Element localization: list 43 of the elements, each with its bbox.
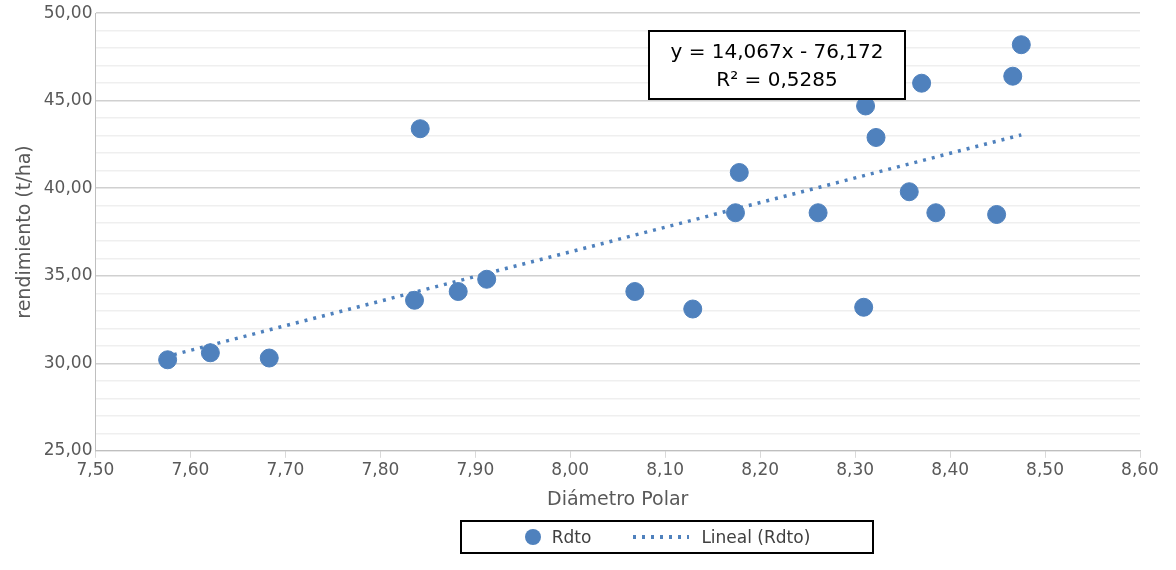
x-tick-label: 7,50 (76, 459, 115, 480)
x-tick-label: 8,40 (931, 459, 970, 480)
point (926, 203, 946, 223)
y-tick-label: 40,00 (43, 176, 93, 197)
x-tick-label: 7,60 (171, 459, 210, 480)
point (477, 269, 497, 289)
point (854, 297, 874, 317)
point (725, 203, 745, 223)
y-tick-label: 25,00 (43, 439, 93, 460)
x-tick-label: 8,50 (1026, 459, 1064, 480)
y-tick-label: 50,00 (43, 1, 93, 22)
x-tick-label: 8,10 (646, 459, 685, 480)
point (259, 348, 279, 368)
point (1003, 66, 1023, 86)
point (1011, 35, 1031, 55)
y-tick-label: 30,00 (43, 351, 93, 372)
x-tick-label: 7,90 (456, 459, 495, 480)
point (899, 182, 919, 202)
x-axis-title: Diámetro Polar (547, 486, 689, 509)
point (200, 343, 220, 363)
point (808, 203, 828, 223)
x-tick-label: 8,20 (741, 459, 780, 480)
legend-label: Rdto (551, 527, 592, 547)
x-tick-label: 7,80 (361, 459, 400, 480)
x-tick-label: 8,00 (551, 459, 590, 480)
point (683, 299, 703, 319)
point (866, 127, 886, 147)
point (405, 290, 425, 310)
point (625, 282, 645, 302)
point (729, 162, 749, 182)
y-tick-label: 35,00 (43, 264, 93, 285)
x-tick-label: 8,60 (1121, 459, 1159, 480)
point (158, 350, 178, 370)
x-tick-label: 7,70 (266, 459, 305, 480)
point (987, 205, 1007, 224)
x-tick-label: 8,30 (836, 459, 875, 480)
legend-label: Lineal (Rdto) (701, 527, 811, 547)
point (912, 73, 932, 93)
y-tick-label: 45,00 (43, 89, 93, 110)
annotation: y = 14,067x - 76,172 R² = 0,5285 (648, 30, 906, 100)
point (410, 119, 430, 139)
point (448, 282, 468, 302)
y-axis-title: rendimiento (t/ha) (12, 145, 35, 319)
